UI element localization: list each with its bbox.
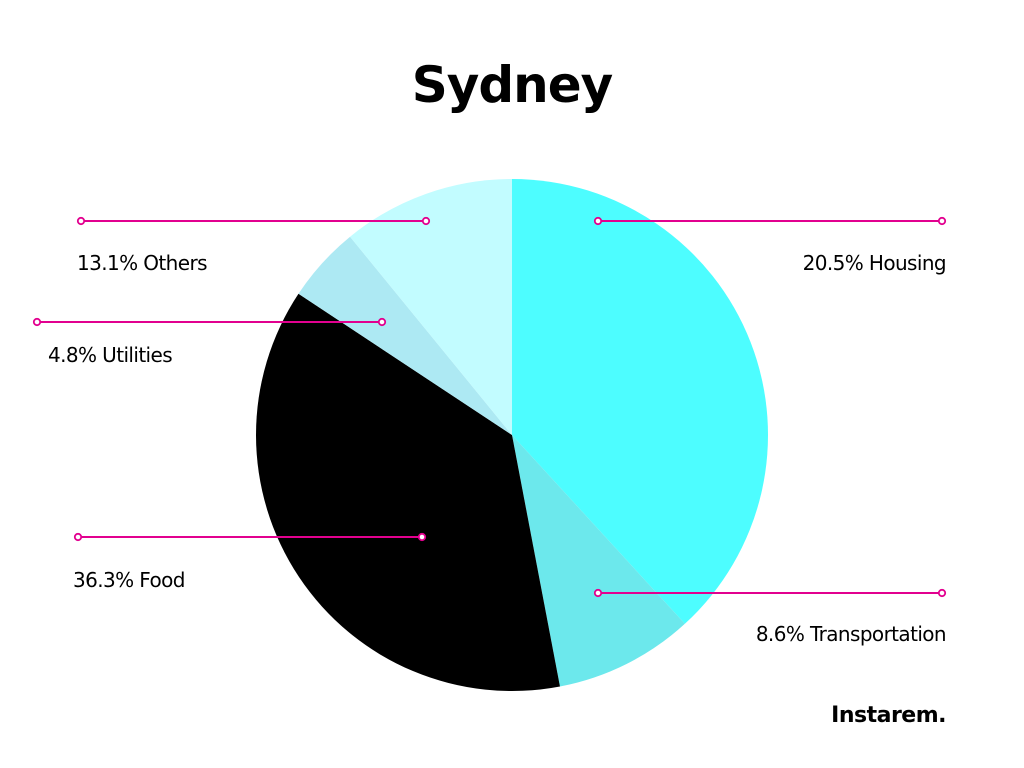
chart-title: Sydney bbox=[411, 56, 614, 114]
slice-label: 36.3% Food bbox=[73, 568, 185, 592]
pie-slice bbox=[298, 236, 512, 435]
leader-dot bbox=[593, 588, 603, 598]
slice-label: 4.8% Utilities bbox=[48, 343, 172, 367]
pie-slice bbox=[512, 179, 769, 624]
leader-dot bbox=[32, 317, 42, 327]
slice-labels: 20.5% Housing 8.6% Transportation 36.3% Fo… bbox=[48, 251, 947, 646]
pie-slice bbox=[350, 179, 512, 435]
leader-dot bbox=[937, 216, 947, 226]
slice-label: 13.1% Others bbox=[77, 251, 207, 275]
pie-slices bbox=[256, 179, 769, 692]
leader-lines bbox=[32, 216, 947, 598]
slice-label: 20.5% Housing bbox=[803, 251, 946, 275]
leader-dot bbox=[937, 588, 947, 598]
leader-dot bbox=[593, 216, 603, 226]
pie-slice bbox=[256, 293, 560, 692]
leader-dot bbox=[377, 317, 387, 327]
brand-logo: Instarem. bbox=[831, 703, 946, 728]
slice-label: 8.6% Transportation bbox=[756, 622, 946, 646]
leader-dot bbox=[76, 216, 86, 226]
leader-dot bbox=[417, 532, 427, 542]
pie-slice bbox=[512, 435, 685, 687]
leader-dot bbox=[421, 216, 431, 226]
leader-dot bbox=[73, 532, 83, 542]
